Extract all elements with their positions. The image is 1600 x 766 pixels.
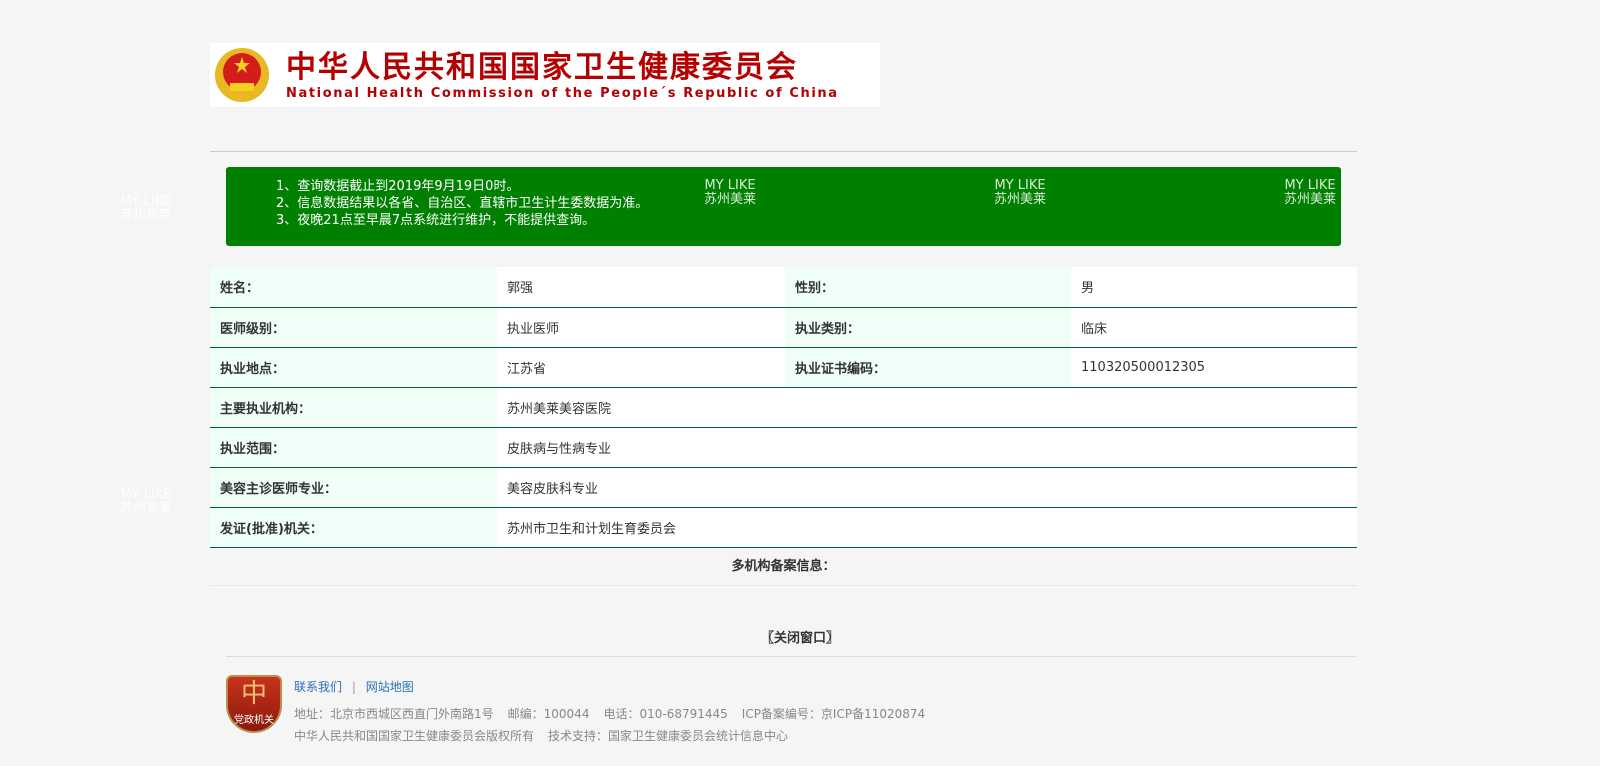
footer-links: 联系我们 | 网站地图 (294, 678, 414, 695)
postcode: 邮编：100044 (507, 707, 590, 721)
label-level: 医师级别： (210, 307, 497, 348)
divider (226, 656, 1357, 657)
tech-support: 技术支持：国家卫生健康委员会统计信息中心 (548, 729, 789, 743)
value-cert-no: 110320500012305 (1071, 347, 1357, 388)
copyright: 中华人民共和国国家卫生健康委员会版权所有 (294, 729, 535, 743)
watermark-text: MY LIKE (120, 194, 172, 209)
doctor-info-table: 姓名： 郭强 性别：男 医师级别： 执业医师 执业类别： 临床 执业地点： 江苏省 执业证书编… (210, 267, 1357, 548)
notice-box: 1、查询数据截止到2019年9月19日0时。 2、信息数据结果以各省、自治区、直… (226, 167, 1341, 246)
notice-line: 2、信息数据结果以各省、自治区、直辖市卫生计生委数据为准。 (276, 196, 649, 211)
value-name: 郭强 (497, 267, 785, 308)
icp: ICP备案编号：京ICP备11020874 (741, 707, 926, 721)
label-category: 执业类别： (785, 307, 1071, 348)
table-row: 执业范围： 皮肤病与性病专业 (210, 427, 1357, 468)
national-emblem-icon (212, 45, 272, 105)
label-issuer: 发证(批准)机关： (210, 507, 497, 548)
notice-line: 3、夜晚21点至早晨7点系统进行维护，不能提供查询。 (276, 213, 596, 228)
footer-address: 地址：北京市西城区西直门外南路1号 邮编：100044 电话：010-6879144… (294, 705, 939, 722)
phone: 电话：010-68791445 (603, 707, 728, 721)
label-cosmetic-specialty: 美容主诊医师专业： (210, 467, 497, 508)
watermark: MY LIKE 苏州美莱 (120, 195, 172, 223)
watermark-text: 苏州美莱 (120, 208, 173, 223)
table-row: 美容主诊医师专业： 美容皮肤科专业 (210, 467, 1357, 508)
table-row: 医师级别： 执业医师 执业类别： 临床 (210, 307, 1357, 348)
label-scope: 执业范围： (210, 427, 497, 468)
watermark: MY LIKE 苏州美莱 (120, 488, 172, 516)
sitemap-link[interactable]: 网站地图 (365, 680, 414, 694)
site-title-cn: 中华人民共和国国家卫生健康委员会 (286, 49, 798, 85)
table-row: 主要执业机构： 苏州美莱美容医院 (210, 387, 1357, 428)
label-name: 姓名： (210, 267, 497, 308)
label-institution: 主要执业机构： (210, 387, 497, 428)
site-header-logo: 中华人民共和国国家卫生健康委员会 National Health Commiss… (210, 43, 880, 107)
multi-institution-heading: 多机构备案信息： (210, 548, 1357, 586)
table-row: 发证(批准)机关： 苏州市卫生和计划生育委员会 (210, 507, 1357, 548)
notice-line: 1、查询数据截止到2019年9月19日0时。 (276, 179, 520, 194)
address: 地址：北京市西城区西直门外南路1号 (294, 707, 494, 721)
site-title-en: National Health Commission of the People… (286, 85, 839, 101)
badge-text: 党政机关 (234, 715, 274, 726)
close-window-link[interactable]: 〖关闭窗口〗 (760, 631, 839, 646)
value-cosmetic-specialty: 美容皮肤科专业 (497, 467, 1357, 508)
label-location: 执业地点： (210, 347, 497, 388)
value-institution: 苏州美莱美容医院 (497, 387, 1357, 428)
badge-symbol: 中 (240, 679, 267, 709)
divider (210, 151, 1357, 152)
party-government-badge-icon: 中 党政机关 (226, 675, 282, 733)
value-location: 江苏省 (497, 347, 785, 388)
contact-us-link[interactable]: 联系我们 (294, 680, 343, 694)
table-row: 姓名： 郭强 性别：男 (210, 267, 1357, 308)
watermark-text: MY LIKE (120, 487, 172, 502)
value-issuer: 苏州市卫生和计划生育委员会 (497, 507, 1357, 548)
value-level: 执业医师 (497, 307, 785, 348)
table-row: 执业地点： 江苏省 执业证书编码： 110320500012305 (210, 347, 1357, 388)
value-gender: 男 (1071, 267, 1357, 308)
label-cert-no: 执业证书编码： (785, 347, 1071, 388)
value-scope: 皮肤病与性病专业 (497, 427, 1357, 468)
label-gender: 性别： (785, 267, 1071, 308)
separator: | (351, 680, 356, 694)
footer-copyright: 中华人民共和国国家卫生健康委员会版权所有 技术支持：国家卫生健康委员会统计信息中心 (294, 727, 802, 744)
value-category: 临床 (1071, 307, 1357, 348)
watermark-text: 苏州美莱 (120, 501, 173, 516)
